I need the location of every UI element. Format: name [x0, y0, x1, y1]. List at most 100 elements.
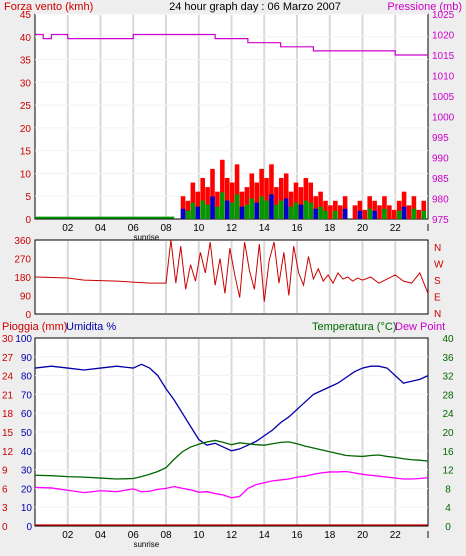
pressure-axis-tick: 1020	[432, 31, 455, 42]
wind-bar-average	[185, 210, 191, 219]
wind-bar	[239, 191, 245, 219]
wind-bar-average	[254, 202, 260, 219]
temperature-axis-tick: 12	[442, 466, 454, 477]
wind-bar	[362, 209, 368, 219]
x-tick-label: 22	[390, 223, 402, 234]
x-tick-label: 04	[95, 223, 107, 234]
humidity-axis-tick: 50	[21, 428, 33, 439]
wind-bar-average	[278, 200, 284, 219]
rain-axis-tick: 15	[2, 428, 14, 439]
wind-bar-average	[220, 192, 225, 219]
x-tick-label: 02	[62, 223, 74, 234]
panel3-humidity-label: Umidita %	[66, 321, 116, 333]
wind-bar	[283, 173, 289, 219]
wind-bar-average	[190, 202, 196, 219]
panel1-left-label: Forza vento (kmh)	[4, 1, 93, 13]
wind-bar	[249, 173, 255, 219]
sunrise-label: sunrise	[133, 540, 159, 549]
x-tick-label: 08	[160, 223, 172, 234]
wind-axis-tick: 10	[20, 169, 32, 180]
wind-bar	[401, 191, 407, 219]
x-tick-label: 22	[390, 530, 402, 541]
wind-bar-average	[401, 206, 407, 219]
wind-bar	[288, 191, 294, 219]
humidity-axis-tick: 30	[21, 466, 33, 477]
pressure-axis-tick: 980	[432, 195, 449, 206]
panel3-temperature-label: Temperatura (°C)	[312, 321, 396, 333]
wind-bar	[195, 191, 201, 219]
pressure-axis-tick: 995	[432, 133, 449, 144]
wind-bar	[328, 205, 333, 219]
temperature-series-line	[34, 439, 429, 480]
wind-bar	[274, 187, 279, 219]
x-tick-label: 04	[95, 530, 107, 541]
pressure-axis-tick: 1015	[432, 51, 455, 62]
wind-bar	[387, 205, 392, 219]
wind-axis-tick: 5	[25, 192, 31, 203]
humidity-axis-tick: 0	[26, 522, 32, 533]
temperature-axis-tick: 4	[445, 503, 451, 514]
temperature-axis-tick: 16	[442, 447, 454, 458]
wind-bar	[382, 196, 387, 219]
wind-bar-average	[411, 208, 417, 219]
wind-bar	[333, 200, 338, 219]
direction-axis-tick: 270	[14, 255, 31, 266]
wind-bar-average	[229, 202, 235, 219]
rain-axis-tick: 21	[2, 390, 14, 401]
wind-axis-tick: 30	[20, 78, 32, 89]
wind-axis-tick: 45	[20, 10, 32, 21]
wind-bar-average	[274, 204, 279, 219]
wind-bar	[264, 178, 269, 219]
wind-bar	[234, 164, 240, 219]
wind-bar-average	[283, 198, 289, 219]
compass-label: N	[434, 309, 441, 320]
rain-axis-tick: 27	[2, 353, 14, 364]
wind-bar-average	[421, 210, 427, 219]
wind-bar-average	[224, 200, 230, 219]
x-tick-label: I	[427, 223, 430, 234]
wind-bar	[205, 187, 210, 219]
rain-axis-tick: 0	[2, 522, 8, 533]
wind-axis-tick: 0	[25, 215, 31, 226]
x-tick-label: 14	[259, 530, 271, 541]
direction-axis-tick: 180	[14, 273, 31, 284]
x-tick-label: 18	[324, 530, 336, 541]
wind-bar	[406, 205, 412, 219]
wind-bar	[357, 200, 363, 219]
wind-bar-average	[180, 208, 186, 219]
chart-title: 24 hour graph day : 06 Marzo 2007	[169, 1, 341, 13]
wind-bar	[303, 178, 309, 219]
pressure-axis-tick: 1025	[432, 10, 455, 21]
wind-bar-average	[318, 206, 323, 219]
temperature-axis-tick: 20	[442, 428, 454, 439]
x-tick-label: 12	[226, 223, 238, 234]
wind-bar-average	[342, 208, 348, 219]
wind-bar	[190, 182, 196, 219]
compass-label: S	[434, 276, 441, 287]
wind-bar	[421, 200, 427, 219]
temperature-axis-tick: 32	[442, 372, 454, 383]
panel3-dewpoint-label: Dew Point	[395, 321, 445, 333]
wind-bar-average	[372, 210, 377, 219]
wind-bar	[377, 205, 382, 219]
wind-bar-average	[210, 196, 215, 219]
humidity-axis-tick: 40	[21, 447, 33, 458]
rain-axis-tick: 18	[2, 409, 14, 420]
panel3-rain-label: Pioggia (mm)	[2, 321, 67, 333]
wind-bar	[185, 200, 191, 219]
wind-bar-average	[215, 206, 220, 219]
x-tick-label: 10	[193, 530, 205, 541]
direction-axis-tick: 90	[20, 292, 32, 303]
temperature-axis-tick: 0	[445, 522, 451, 533]
temperature-axis-tick: 36	[442, 353, 454, 364]
x-tick-label: 16	[291, 223, 303, 234]
wind-bar-average	[269, 194, 274, 219]
wind-bar	[254, 182, 260, 219]
wind-bar-average	[357, 210, 363, 219]
wind-bar	[244, 187, 250, 219]
humidity-axis-tick: 60	[21, 409, 33, 420]
rain-axis-tick: 12	[2, 447, 14, 458]
wind-bar	[337, 205, 343, 219]
wind-bar	[323, 200, 328, 219]
